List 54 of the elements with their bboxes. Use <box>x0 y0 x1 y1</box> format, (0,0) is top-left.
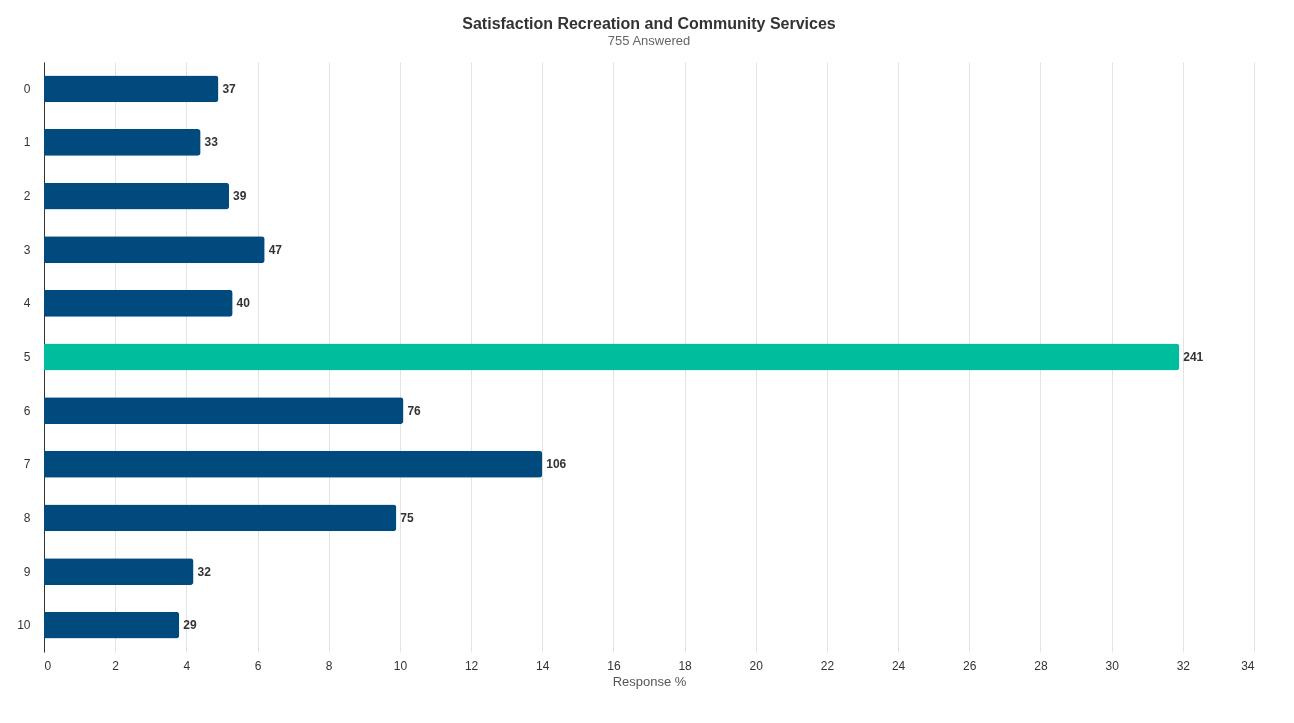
x-tick-label: 2 <box>112 658 120 673</box>
bar <box>44 182 230 210</box>
y-tick-label: 7 <box>23 457 31 472</box>
x-tick-label: 30 <box>1105 658 1120 673</box>
x-tick-label: 16 <box>607 658 621 673</box>
bar <box>44 75 219 103</box>
x-tick-label: 20 <box>749 658 764 673</box>
annotation: 106 <box>546 457 567 472</box>
x-tick-label: 0 <box>44 658 52 673</box>
y-tick-label: 0 <box>23 81 31 96</box>
y-tick-label: 9 <box>23 564 31 579</box>
chart-title: Satisfaction Recreation and Community Services <box>462 15 836 32</box>
bar <box>44 450 543 478</box>
bar <box>44 289 233 317</box>
x-tick-label: 10 <box>393 658 408 673</box>
annotation: 76 <box>407 403 422 418</box>
x-tick-label: 32 <box>1176 658 1191 673</box>
x-tick-label: 28 <box>1034 658 1048 673</box>
annotation: 33 <box>204 135 219 150</box>
x-axis-title: Response % <box>612 673 687 689</box>
x-tick-label: 12 <box>464 658 479 673</box>
bar <box>44 343 1180 371</box>
bar <box>44 558 194 585</box>
y-tick-label: 8 <box>23 510 31 525</box>
x-tick-label: 6 <box>254 658 262 673</box>
x-tick-label: 24 <box>891 658 906 673</box>
annotation: 40 <box>236 296 251 311</box>
bar <box>44 236 265 264</box>
y-tick-label: 5 <box>23 350 31 364</box>
y-tick-label: 1 <box>23 135 31 150</box>
annotation: 39 <box>233 189 247 204</box>
y-tick-label: 6 <box>23 403 31 418</box>
bar <box>44 504 397 532</box>
x-tick-label: 4 <box>183 658 191 673</box>
annotation: 47 <box>268 242 283 257</box>
bar <box>44 397 404 425</box>
x-tick-label: 14 <box>536 658 550 673</box>
bar <box>44 129 201 156</box>
y-tick-label: 2 <box>23 189 31 204</box>
x-tick-label: 22 <box>820 658 835 673</box>
y-tick-label: 3 <box>23 242 31 257</box>
bar <box>44 611 180 639</box>
x-tick-label: 26 <box>963 658 977 673</box>
x-tick-label: 8 <box>325 658 333 673</box>
y-tick-label: 10 <box>17 618 31 633</box>
annotation: 37 <box>222 81 237 96</box>
annotation: 75 <box>400 510 414 525</box>
annotation: 32 <box>197 564 212 579</box>
annotation: 241 <box>1183 350 1204 364</box>
y-tick-label: 4 <box>23 296 31 311</box>
chart-subtitle: 755 Answered <box>607 33 691 48</box>
x-tick-label: 18 <box>678 658 693 673</box>
annotation: 29 <box>183 618 197 633</box>
x-tick-label: 34 <box>1241 658 1255 673</box>
